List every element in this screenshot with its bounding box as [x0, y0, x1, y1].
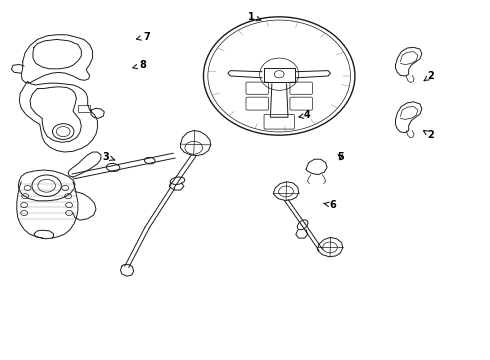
Text: 3: 3 [102, 152, 115, 162]
Bar [78, 105, 90, 112]
Text: 2: 2 [424, 71, 434, 81]
Text: 6: 6 [324, 200, 336, 210]
Text: 4: 4 [299, 111, 310, 121]
Text: 2: 2 [423, 130, 434, 140]
Text: 8: 8 [133, 60, 146, 70]
Text: 5: 5 [337, 152, 343, 162]
Text: 1: 1 [247, 12, 261, 22]
Text: 7: 7 [137, 32, 149, 41]
